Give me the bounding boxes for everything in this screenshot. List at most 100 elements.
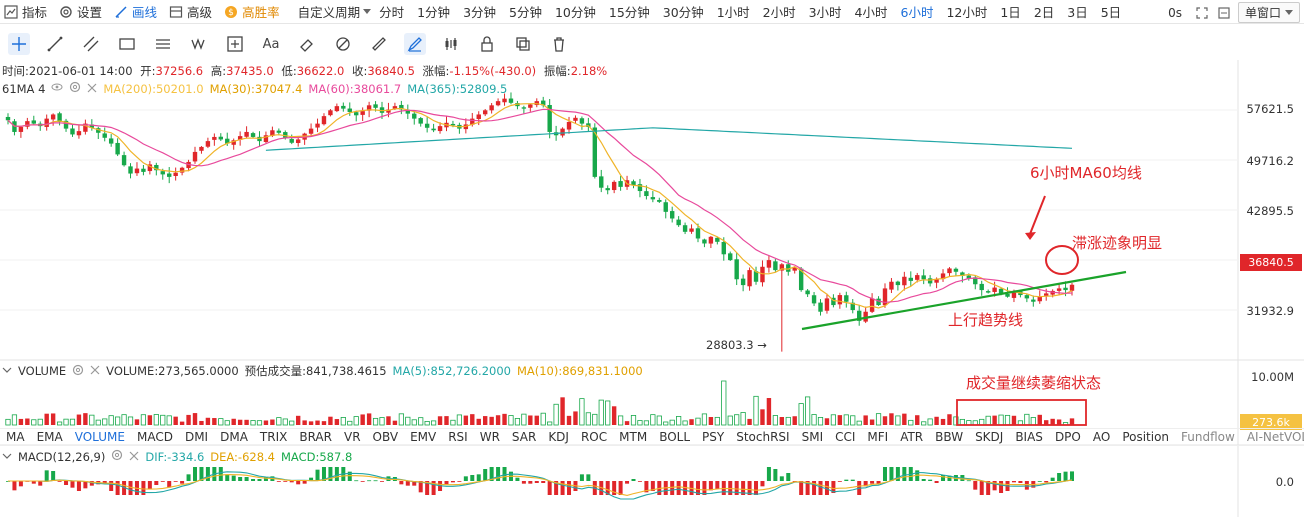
- volume-bar: [695, 417, 701, 426]
- indicator-tab[interactable]: EMV: [410, 430, 437, 444]
- advanced-button[interactable]: 高级: [169, 2, 212, 21]
- period-tab[interactable]: 1分钟: [417, 5, 451, 20]
- wave-tool[interactable]: [188, 33, 210, 55]
- custom-period-select[interactable]: 自定义周期: [298, 2, 372, 21]
- period-tab[interactable]: 2日: [1033, 5, 1055, 20]
- screenshot-icon[interactable]: [1216, 5, 1232, 21]
- period-tab[interactable]: 6小时: [900, 5, 934, 20]
- indicator-tab[interactable]: VOLUME: [74, 430, 125, 444]
- draw-pen-tool[interactable]: [404, 33, 426, 55]
- candle-mode-tool[interactable]: [440, 33, 462, 55]
- volume-bar: [824, 418, 830, 425]
- gear-icon[interactable]: [111, 449, 123, 464]
- expand-icon[interactable]: [1194, 5, 1210, 21]
- indicator-tab[interactable]: DMA: [220, 430, 248, 444]
- delete-tool[interactable]: [548, 33, 570, 55]
- period-tab[interactable]: 10分钟: [554, 5, 596, 20]
- candle-body: [637, 184, 643, 192]
- crosshair-tool[interactable]: [8, 33, 30, 55]
- macd-bar: [554, 481, 559, 495]
- single-window-select[interactable]: 单窗口: [1237, 2, 1300, 23]
- win-rate-button[interactable]: $ 高胜率: [224, 2, 280, 21]
- period-tab[interactable]: 1日: [1000, 5, 1021, 20]
- indicator-tab[interactable]: MTM: [619, 430, 648, 444]
- indicator-button[interactable]: 指标: [4, 2, 47, 21]
- indicator-tab[interactable]: ROC: [580, 430, 608, 444]
- period-tab[interactable]: 3分钟: [463, 5, 497, 20]
- period-tab[interactable]: 1小时: [716, 5, 750, 20]
- indicator-tab[interactable]: TRIX: [259, 430, 288, 444]
- indicator-tab[interactable]: DMI: [184, 430, 209, 444]
- indicator-tab[interactable]: AI-NetVOL: [1246, 430, 1304, 444]
- indicator-tab[interactable]: RSI: [448, 430, 468, 444]
- indicator-tab[interactable]: Position: [1122, 430, 1170, 444]
- period-tab[interactable]: 5日: [1100, 5, 1122, 20]
- candle-body: [792, 267, 797, 271]
- erase-a-tool[interactable]: [296, 33, 318, 55]
- indicator-tab[interactable]: OBV: [372, 430, 399, 444]
- indicator-tab[interactable]: MACD: [136, 430, 173, 444]
- advanced-icon: [169, 5, 183, 19]
- indicator-tab[interactable]: ATR: [900, 430, 924, 444]
- settings-button[interactable]: 设置: [59, 2, 102, 21]
- indicator-tab[interactable]: BRAR: [299, 430, 332, 444]
- indicator-tab[interactable]: MA: [6, 430, 25, 444]
- lock-tool[interactable]: [476, 33, 498, 55]
- period-tab[interactable]: 3日: [1067, 5, 1088, 20]
- measure-tool[interactable]: [224, 33, 246, 55]
- text-tool[interactable]: Aa: [260, 33, 282, 55]
- close-icon[interactable]: [90, 364, 100, 378]
- indicator-tab[interactable]: CCI: [835, 430, 856, 444]
- indicator-tab[interactable]: SMI: [801, 430, 824, 444]
- period-tab[interactable]: 2小时: [762, 5, 796, 20]
- volume-bar: [843, 414, 849, 426]
- indicator-tab[interactable]: AO: [1092, 430, 1111, 444]
- rectangle-tool[interactable]: [116, 33, 138, 55]
- indicator-tab[interactable]: StochRSI: [736, 430, 790, 444]
- candle-body: [657, 199, 662, 202]
- indicator-tab[interactable]: KDJ: [548, 430, 569, 444]
- indicator-tab[interactable]: SKDJ: [975, 430, 1004, 444]
- draw-line-button[interactable]: 画线: [114, 2, 157, 21]
- eye-icon[interactable]: [51, 81, 63, 96]
- gear-icon[interactable]: [72, 364, 84, 379]
- macd-bar: [579, 474, 584, 481]
- annotation-trendline: 上行趋势线: [948, 311, 1024, 329]
- volume-bar: [811, 414, 817, 426]
- indicator-tab[interactable]: BOLL: [659, 430, 691, 444]
- channel-tool[interactable]: [80, 33, 102, 55]
- macd-bar: [109, 481, 114, 491]
- period-tab[interactable]: 12小时: [946, 5, 988, 20]
- period-tab[interactable]: 5分钟: [509, 5, 542, 20]
- indicator-tab[interactable]: DPO: [1054, 430, 1081, 444]
- macd-bar: [418, 481, 423, 493]
- indicator-tab[interactable]: MFI: [867, 430, 889, 444]
- period-tab[interactable]: 15分钟: [608, 5, 650, 20]
- macd-bar: [257, 479, 262, 481]
- chevron-down-icon[interactable]: [2, 364, 12, 378]
- gear-icon[interactable]: [69, 81, 81, 96]
- period-tab[interactable]: 3小时: [808, 5, 842, 20]
- copy-tool[interactable]: [512, 33, 534, 55]
- indicator-tab[interactable]: BBW: [935, 430, 964, 444]
- chevron-down-icon[interactable]: [2, 450, 12, 464]
- ruler-tool[interactable]: [368, 33, 390, 55]
- indicator-tab[interactable]: EMA: [36, 430, 63, 444]
- erase-b-tool[interactable]: [332, 33, 354, 55]
- indicator-tab[interactable]: SAR: [511, 430, 537, 444]
- indicator-tab[interactable]: Fundflow: [1181, 430, 1235, 444]
- trend-line-tool[interactable]: [44, 33, 66, 55]
- parallel-lines-tool[interactable]: [152, 33, 174, 55]
- candle-body: [863, 311, 868, 322]
- period-tab[interactable]: 30分钟: [662, 5, 704, 20]
- low-price-label: 28803.3 →: [706, 338, 767, 352]
- indicator-tab[interactable]: WR: [479, 430, 500, 444]
- period-tab[interactable]: 分时: [379, 5, 405, 20]
- period-tab[interactable]: 4小时: [854, 5, 888, 20]
- indicator-tab[interactable]: PSY: [702, 430, 725, 444]
- close-icon[interactable]: [129, 450, 139, 464]
- close-icon[interactable]: [87, 82, 97, 96]
- indicator-tab[interactable]: BIAS: [1015, 430, 1043, 444]
- indicator-tab[interactable]: VR: [343, 430, 361, 444]
